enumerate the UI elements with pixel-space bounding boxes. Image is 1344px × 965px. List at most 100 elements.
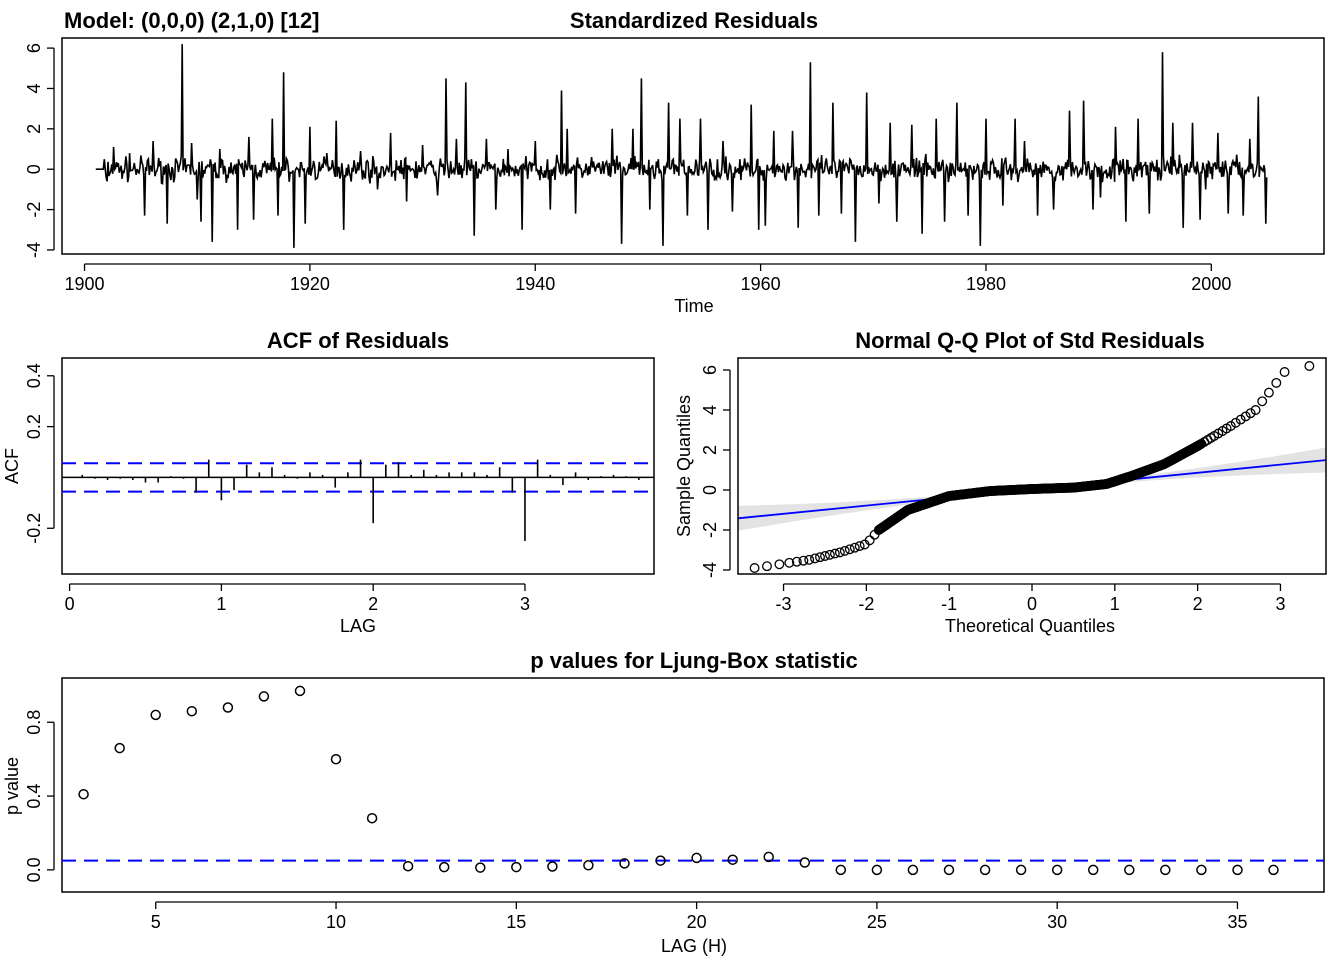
qq-point [849,542,860,553]
ljung-box-x-tick-label: 30 [1047,912,1067,932]
ljung-box-point [402,860,414,872]
qq-x-tick-label: 0 [1027,594,1037,614]
ljung-box-point [655,855,666,866]
ljung-box-y-tick-label: 0.4 [24,784,44,809]
std-residuals-frame [61,37,1325,255]
ljung-box-panel: p values for Ljung-Box statistic LAG (H)… [2,648,1325,956]
ljung-box-point [763,851,774,863]
qq-point [1263,387,1274,398]
ljung-box-point [294,685,306,697]
ljung-box-point [1087,864,1099,876]
ljung-box-point [366,812,378,824]
ljung-box-point [511,861,522,873]
ljung-box-point [1015,864,1027,876]
residual-series-line [95,44,1268,248]
qq-y-tick-label: 2 [700,445,720,455]
acf-x-tick-label: 1 [216,594,226,614]
ljung-box-x-tick-label: 35 [1227,912,1247,932]
std-residuals-y-tick-label: 0 [24,164,44,174]
qq-y-tick-label: 0 [700,485,720,495]
qq-point [1257,396,1268,407]
std-residuals-x-tick-label: 1940 [515,274,555,294]
std-residuals-panel: Standardized Residuals Time 1900 1920 1940… [24,8,1325,316]
ljung-box-point [1196,864,1207,876]
acf-title: ACF of Residuals [267,328,449,353]
std-residuals-x-tick-label: 1900 [65,274,105,294]
acf-y-tick-label: 0.4 [24,363,44,388]
qq-x-tick-label: 3 [1275,594,1285,614]
qq-point [1240,411,1251,422]
ljung-box-point [1124,864,1135,876]
ljung-box-x-tick-label: 10 [326,912,346,932]
std-residuals-y-tick-label: 4 [24,83,44,93]
qq-point [1250,405,1261,415]
ljung-box-point [222,702,234,713]
qq-panel: Normal Q-Q Plot of Std Residuals Theoret… [674,328,1327,636]
ljung-box-title: p values for Ljung-Box statistic [530,648,858,673]
qq-point [1245,408,1256,419]
ljung-box-y-tick-label: 0.0 [24,857,44,882]
qq-x-tick-label: -1 [941,594,957,614]
qq-point [854,541,865,552]
std-residuals-x-tick-label: 1920 [290,274,330,294]
acf-y-tick-label: 0.2 [24,414,44,439]
ljung-box-point [150,709,161,721]
qq-point [844,544,855,555]
qq-y-tick-label: -4 [700,562,720,578]
std-residuals-x-tick-label: 1980 [966,274,1006,294]
qq-ylabel: Sample Quantiles [674,395,694,537]
ljung-box-y-tick-label: 0.8 [24,710,44,735]
ljung-box-point [619,858,630,869]
qq-point [1279,367,1290,377]
ljung-box-point [979,864,991,876]
acf-ylabel: ACF [2,448,22,484]
ljung-box-point [799,857,811,868]
ljung-box-point [1051,864,1063,876]
qq-xlabel: Theoretical Quantiles [945,616,1115,636]
ljung-box-point [907,864,919,876]
qq-point [1225,421,1236,431]
qq-point [1235,414,1246,425]
acf-x-tick-label: 2 [368,594,378,614]
ljung-box-xlabel: LAG (H) [661,936,727,956]
acf-x-tick-label: 0 [65,594,75,614]
ljung-box-point [114,742,125,754]
qq-point [1230,417,1241,428]
ljung-box-point [835,864,847,876]
qq-point [839,545,850,556]
acf-x-tick-label: 3 [520,594,530,614]
std-residuals-y-tick-label: -2 [24,202,44,218]
ljung-box-point [547,861,558,872]
qq-point [1304,361,1315,371]
qq-title: Normal Q-Q Plot of Std Residuals [855,328,1205,353]
qq-x-tick-label: -3 [776,594,792,614]
std-residuals-title: Standardized Residuals [570,8,818,33]
std-residuals-x-tick-label: 2000 [1191,274,1231,294]
acf-y-tick-label: -0.2 [24,513,44,544]
ljung-box-point [871,864,883,876]
qq-plot-area [738,361,1326,573]
ljung-box-x-tick-label: 20 [687,912,707,932]
qq-point [869,529,880,540]
qq-point [798,555,809,566]
std-residuals-x-tick-label: 1960 [741,274,781,294]
ljung-box-x-tick-label: 5 [151,912,161,932]
ljung-box-x-tick-label: 25 [867,912,887,932]
std-residuals-y-tick-label: -4 [24,242,44,258]
qq-x-tick-label: 2 [1193,594,1203,614]
ljung-box-point [258,691,270,702]
ljung-box-ylabel: p value [2,757,22,815]
qq-point [864,535,875,546]
qq-y-tick-label: 6 [700,365,720,375]
ljung-box-point [727,854,738,865]
qq-point [820,551,830,561]
std-residuals-xlabel: Time [674,296,713,316]
ljung-box-point [691,852,702,864]
qq-y-tick-label: 4 [700,405,720,415]
acf-panel: ACF of Residuals LAG ACF 0 1 2 3 -0.2 0.2 0.4 [2,328,655,636]
qq-point [804,554,815,565]
qq-x-tick-label: 1 [1110,594,1120,614]
qq-point [762,561,772,572]
qq-point [784,557,795,568]
